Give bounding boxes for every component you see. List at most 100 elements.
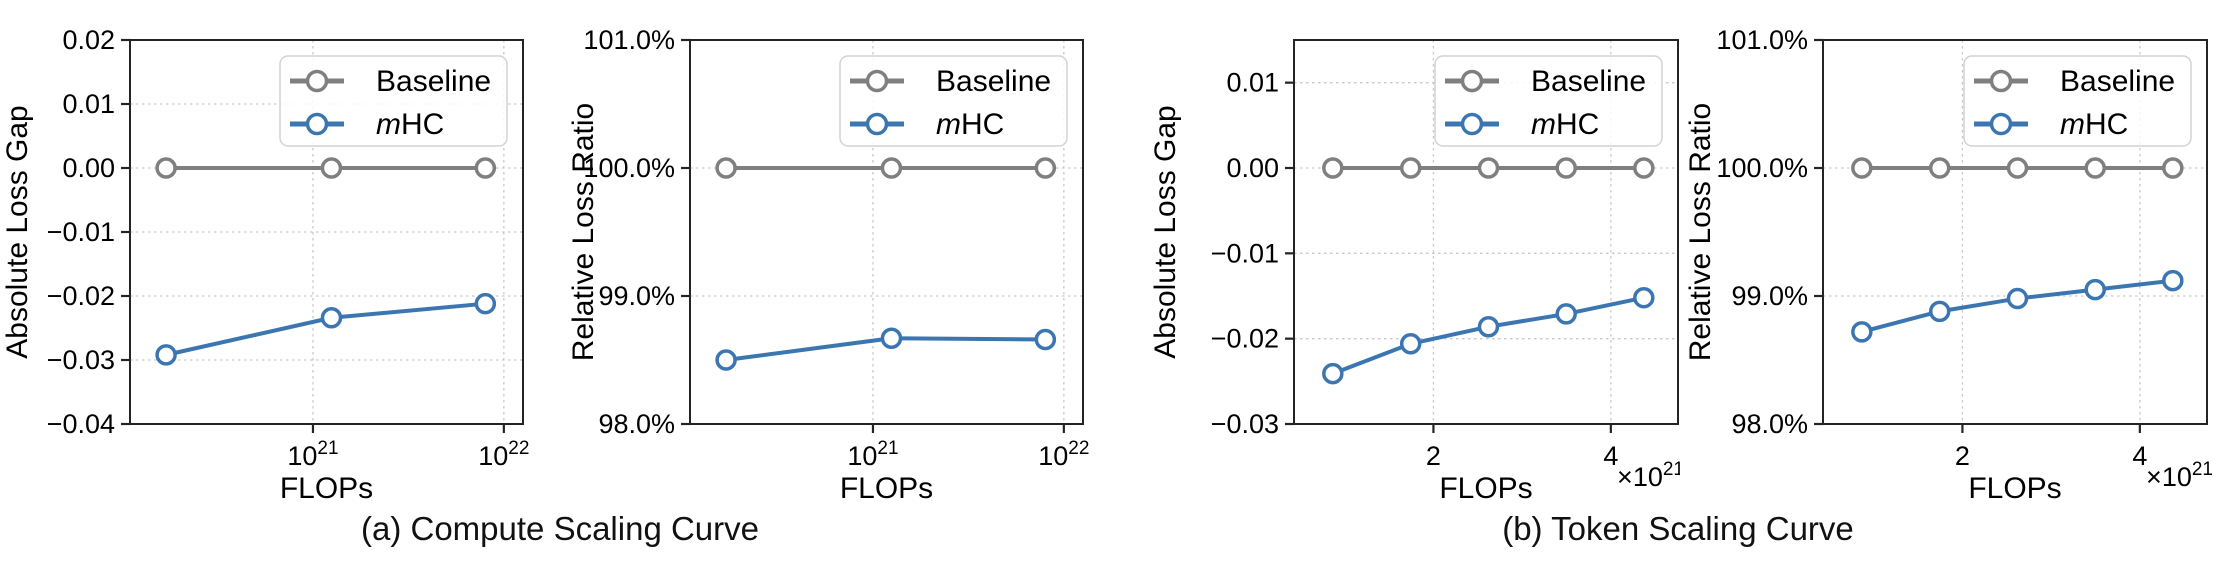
legend-entry-label: Baseline [376, 65, 491, 98]
baseline-marker [1633, 157, 1655, 179]
y-tick-label: 0.01 [62, 89, 115, 119]
mhc-marker [1555, 303, 1577, 325]
baseline-marker [1555, 157, 1577, 179]
series-mhc [1851, 269, 2184, 343]
plot-border [689, 39, 1084, 425]
chart-relative-loss-ratio-compute: 101.0% 100.0% 99.0% 98.0% 1021 1022 Relative L… [567, 25, 1089, 505]
baseline-marker [2006, 157, 2029, 179]
legend-entry-label: mHC [936, 108, 1004, 141]
y-tick-label: 0.02 [62, 25, 115, 55]
baseline-marker [1399, 157, 1422, 179]
legend-entry-label: Baseline [2060, 65, 2175, 98]
gridlines [130, 39, 523, 425]
y-tick-label: −0.02 [1211, 324, 1279, 354]
x-axis-offset-label: ×1021 [2146, 459, 2213, 492]
x-tick-label: 1022 [1038, 438, 1089, 471]
y-axis-label: Absolute Loss Gap [1149, 105, 1182, 359]
chart-absolute-loss-gap-token: 0.01 0.00 −0.01 −0.02 −0.03 2 4×1021 Absolute L… [1149, 39, 1680, 505]
mhc-marker [1322, 362, 1344, 385]
axis-ticks [121, 38, 505, 433]
x-tick-label: 1021 [287, 438, 338, 471]
y-tick-label: 0.01 [1226, 68, 1279, 98]
caption-compute-scaling: (a) Compute Scaling Curve [361, 510, 759, 547]
y-tick-label: −0.03 [1211, 409, 1279, 439]
x-tick-label: 2 [1955, 441, 1970, 471]
y-tick-label: 100.0% [583, 153, 675, 183]
plot-border [1293, 39, 1679, 425]
legend-marker-sample [305, 112, 329, 136]
legend-marker-sample [1989, 112, 2013, 136]
legend-marker-sample [1460, 112, 1484, 136]
series-mhc [1322, 286, 1655, 385]
baseline-marker [1322, 157, 1344, 179]
series-baseline [155, 157, 497, 179]
mhc-marker [2084, 278, 2106, 301]
y-tick-label: 101.0% [1716, 25, 1808, 55]
x-tick-label: 4 [2132, 441, 2147, 471]
y-tick-label: 99.0% [1731, 281, 1808, 311]
y-tick-label: 98.0% [598, 409, 675, 439]
mhc-marker [1851, 321, 1873, 343]
series-baseline [1851, 157, 2184, 179]
mhc-marker [1928, 300, 1951, 323]
mhc-marker [880, 327, 903, 349]
baseline-marker [2162, 157, 2184, 179]
mhc-marker [1399, 333, 1422, 355]
y-tick-label: 99.0% [598, 281, 675, 311]
baseline-marker [320, 157, 343, 179]
y-tick-label: −0.03 [47, 345, 115, 375]
x-axis-offset-label: ×1021 [1617, 459, 1680, 492]
x-axis-label: FLOPs [1968, 472, 2061, 505]
tick-labels: 101.0% 100.0% 99.0% 98.0% 2 4 [1716, 25, 2147, 471]
mhc-marker [1034, 328, 1057, 351]
y-tick-label: −0.04 [47, 409, 115, 439]
axis-ticks [1814, 38, 2141, 433]
x-axis-label: FLOPs [840, 472, 933, 505]
baseline-marker [1928, 157, 1951, 179]
x-tick-label: 4 [1603, 441, 1618, 471]
series-mhc [155, 292, 497, 366]
mhc-marker [2006, 287, 2029, 310]
tick-labels: 101.0% 100.0% 99.0% 98.0% 1021 1022 [583, 25, 1089, 471]
y-tick-label: 101.0% [583, 25, 675, 55]
baseline-marker [1477, 157, 1500, 179]
legend: Baseline mHC [279, 55, 508, 147]
series-mhc [715, 327, 1057, 371]
x-tick-label: 1022 [478, 438, 529, 471]
y-tick-label: 0.00 [62, 153, 115, 183]
axis-ticks [681, 38, 1065, 433]
chart-absolute-loss-gap-compute: 0.02 0.01 0.00 −0.01 −0.02 −0.03 −0.04 1021 1022… [1, 25, 530, 505]
legend-entry-label: mHC [2060, 108, 2128, 141]
legend-entry-label: mHC [376, 108, 444, 141]
mhc-marker [1477, 315, 1500, 338]
legend-marker-sample [1989, 69, 2013, 93]
plot-border [1822, 39, 2208, 425]
legend: Baseline mHC [1963, 55, 2192, 147]
baseline-marker [474, 157, 497, 179]
y-axis-label: Relative Loss Ratio [1684, 103, 1717, 361]
x-tick-label: 1021 [847, 438, 898, 471]
baseline-marker [715, 157, 737, 179]
x-axis-label: FLOPs [280, 472, 373, 505]
baseline-marker [1034, 157, 1057, 179]
mhc-marker [1633, 286, 1655, 309]
legend-entry-label: Baseline [936, 65, 1051, 98]
axis-ticks [1285, 81, 1612, 433]
baseline-marker [880, 157, 903, 179]
mhc-marker [2162, 269, 2184, 292]
legend-entry-label: mHC [1531, 108, 1599, 141]
legend-marker-sample [1460, 69, 1484, 93]
y-tick-label: −0.01 [47, 217, 115, 247]
gridlines [690, 39, 1083, 425]
baseline-marker [2084, 157, 2106, 179]
x-tick-label: 2 [1426, 441, 1441, 471]
baseline-marker [155, 157, 177, 179]
y-tick-label: −0.01 [1211, 238, 1279, 268]
y-tick-label: 98.0% [1731, 409, 1808, 439]
chart-relative-loss-ratio-token: 101.0% 100.0% 99.0% 98.0% 2 4×1021 Relative Lo… [1684, 25, 2213, 505]
series-baseline [1322, 157, 1655, 179]
tick-labels: 0.02 0.01 0.00 −0.01 −0.02 −0.03 −0.04 1021 1022 [47, 25, 530, 471]
legend: Baseline mHC [839, 55, 1068, 147]
x-axis-label: FLOPs [1439, 472, 1532, 505]
